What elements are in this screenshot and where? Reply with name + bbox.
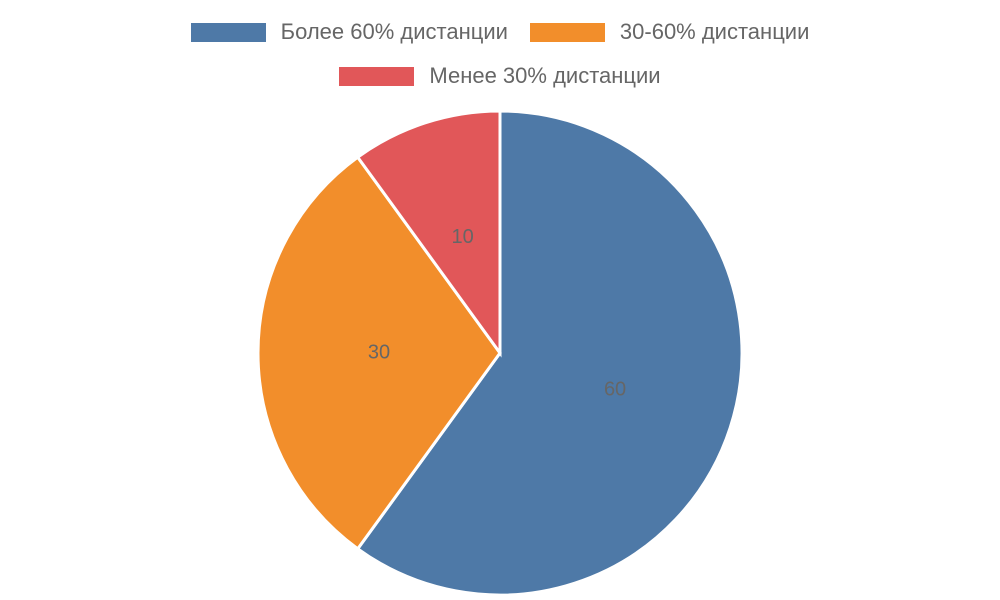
legend-item: Менее 30% дистанции bbox=[339, 54, 661, 98]
pie-slice bbox=[355, 109, 502, 358]
slice-label: 60 bbox=[604, 379, 626, 401]
pie-slice bbox=[256, 155, 502, 551]
legend-item: Более 60% дистанции bbox=[190, 10, 508, 54]
legend-swatch bbox=[529, 22, 605, 42]
slice-label: 10 bbox=[451, 226, 473, 248]
legend-item: 30-60% дистанции bbox=[529, 10, 810, 54]
legend-label: Более 60% дистанции bbox=[280, 19, 508, 44]
slice-label: 30 bbox=[368, 341, 390, 363]
legend: Более 60% дистанции 30-60% дистанции Менее… bbox=[150, 10, 850, 98]
legend-swatch bbox=[190, 22, 266, 42]
legend-label: 30-60% дистанции bbox=[619, 19, 810, 44]
pie-slice bbox=[355, 109, 744, 597]
legend-swatch bbox=[339, 66, 415, 86]
legend-label: Менее 30% дистанции bbox=[429, 63, 661, 88]
